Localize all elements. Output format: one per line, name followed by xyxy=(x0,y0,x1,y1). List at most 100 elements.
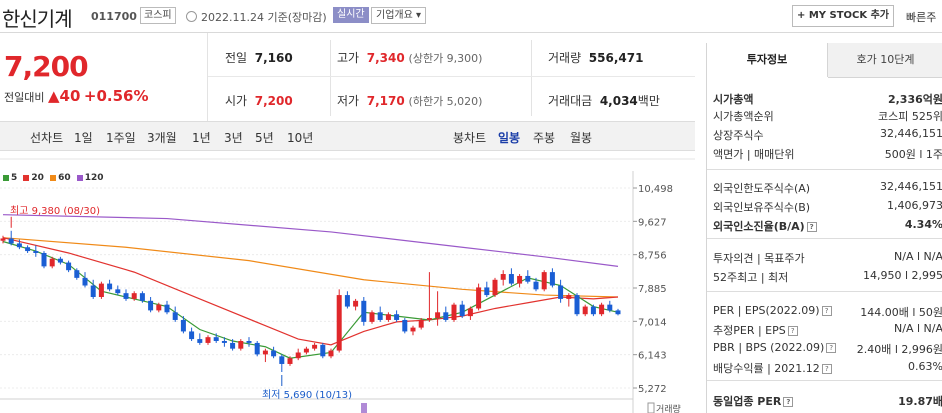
info-label: 외국인소진율(B/A) xyxy=(713,220,805,233)
tab-investment-info[interactable]: 투자정보 xyxy=(707,43,828,77)
ma60-swatch xyxy=(50,174,57,181)
info-label: 52주최고 | 최저 xyxy=(713,271,789,284)
candle-body xyxy=(303,348,309,353)
candle-body xyxy=(57,258,63,263)
candle-body xyxy=(377,312,383,320)
info-value: 0.63% xyxy=(908,360,942,373)
candle-body xyxy=(484,287,490,296)
help-icon[interactable]: ? xyxy=(821,364,832,374)
realtime-button[interactable]: 실시간 xyxy=(333,7,369,23)
info-label: 시가총액순위 xyxy=(713,110,774,123)
tab-5y[interactable]: 5년 xyxy=(255,131,274,145)
info-value: 4.34% xyxy=(904,218,942,231)
candle-body xyxy=(66,262,72,271)
candle-body xyxy=(361,300,367,322)
candle-body xyxy=(615,310,621,315)
info-row: 동일업종 PER? 19.87배 xyxy=(713,393,942,409)
volume-label: 거래량 xyxy=(656,403,681,413)
candle-body xyxy=(369,312,375,322)
info-value: 19.87배 xyxy=(898,395,942,408)
clock-icon xyxy=(186,11,197,22)
candle-body xyxy=(82,277,88,286)
info-row: 외국인보유주식수(B) 1,406,973 xyxy=(713,199,942,215)
divider xyxy=(207,33,208,121)
candle-body xyxy=(197,339,203,343)
candle-body xyxy=(558,285,564,299)
candle-body xyxy=(295,352,301,359)
line-chart-label: 선차트 xyxy=(30,131,64,145)
info-value: 코스피 525위 xyxy=(878,110,942,123)
company-info-dropdown[interactable]: 기업개요 ▾ xyxy=(371,7,426,24)
candle-body xyxy=(98,283,104,297)
info-label: 외국인한도주식수(A) xyxy=(713,182,811,195)
fast-search-link[interactable]: 빠른주 xyxy=(906,11,937,24)
tab-10y[interactable]: 10년 xyxy=(287,131,314,145)
divider xyxy=(531,40,532,116)
tab-daily[interactable]: 일봉 xyxy=(498,131,521,145)
tab-weekly[interactable]: 주봉 xyxy=(533,131,556,145)
candle-body xyxy=(148,300,154,311)
help-icon[interactable]: ? xyxy=(806,222,817,232)
info-value: N/A l N/A xyxy=(894,250,942,263)
info-value: 1,406,973 xyxy=(887,199,942,212)
info-row: PBR | BPS (2022.09)? 2.40배 l 2,996원 xyxy=(713,341,942,356)
stat-high: 고가 7,340 (상한가 9,300) xyxy=(337,51,483,65)
candle-body xyxy=(279,356,285,364)
tab-1w[interactable]: 1주일 xyxy=(106,131,136,145)
info-row: 추정PER | EPS? N/A l N/A xyxy=(713,322,942,338)
help-icon[interactable]: ? xyxy=(826,343,837,353)
candle-body xyxy=(221,341,227,343)
add-mystock-button[interactable]: + MY STOCK 추가 xyxy=(792,5,894,27)
info-value: 2.40배 l 2,996원 xyxy=(856,343,942,356)
info-label: 시가총액 xyxy=(713,93,754,106)
candle-body xyxy=(238,341,244,349)
candle-body xyxy=(410,327,416,332)
y-tick-label: 7,885 xyxy=(638,284,667,295)
candle-body xyxy=(262,350,268,355)
divider xyxy=(330,40,331,116)
price-change: 전일대비 ▲40 +0.56% xyxy=(4,87,149,105)
tab-monthly[interactable]: 월봉 xyxy=(570,131,593,145)
info-row: 52주최고 | 최저 14,950 l 2,995 xyxy=(713,269,942,285)
chart-period-tabs: 선차트 1일 1주일 3개월 1년 3년 5년 10년 봉차트 일봉 주봉 월봉 xyxy=(0,121,695,151)
volume-toggle-icon xyxy=(647,402,655,413)
tab-order-book[interactable]: 호가 10단계 xyxy=(828,43,942,78)
info-label: 추정PER | EPS xyxy=(713,324,786,337)
tab-1d[interactable]: 1일 xyxy=(74,131,93,145)
info-row: 외국인소진율(B/A)? 4.34% xyxy=(713,218,942,234)
high-annotation: 최고 9,380 (08/30) xyxy=(10,205,100,217)
stat-low: 저가 7,170 (하한가 5,020) xyxy=(337,94,483,108)
candle-body xyxy=(402,319,408,332)
candle-body xyxy=(517,275,523,284)
candle-body xyxy=(418,319,424,328)
candle-chart-label: 봉차트 xyxy=(453,131,487,145)
candle-body xyxy=(459,304,465,317)
section-divider xyxy=(707,380,942,381)
candle-body xyxy=(320,344,326,357)
candle-body xyxy=(25,247,31,252)
info-row: 시가총액 2,336억원 xyxy=(713,91,942,107)
info-value: N/A l N/A xyxy=(894,322,942,335)
info-label: 상장주식수 xyxy=(713,129,764,142)
tab-3y[interactable]: 3년 xyxy=(224,131,243,145)
help-icon[interactable]: ? xyxy=(787,326,798,336)
section-divider xyxy=(707,291,942,292)
candle-body xyxy=(123,293,129,299)
candle-body xyxy=(549,272,555,286)
current-price: 7,200 xyxy=(4,50,89,83)
candle-body xyxy=(41,252,47,267)
candle-body xyxy=(107,283,113,290)
candle-body xyxy=(254,342,260,355)
tab-1y[interactable]: 1년 xyxy=(192,131,211,145)
y-tick-label: 9,627 xyxy=(638,217,667,228)
tab-3m[interactable]: 3개월 xyxy=(147,131,177,145)
help-icon[interactable]: ? xyxy=(783,397,794,407)
info-label: PBR | BPS (2022.09) xyxy=(713,341,825,354)
candle-body xyxy=(205,337,211,343)
candle-body xyxy=(525,275,531,282)
candle-body xyxy=(115,289,121,294)
info-label: PER | EPS(2022.09) xyxy=(713,304,820,317)
help-icon[interactable]: ? xyxy=(821,306,832,316)
info-row: 배당수익률 | 2021.12? 0.63% xyxy=(713,360,942,376)
